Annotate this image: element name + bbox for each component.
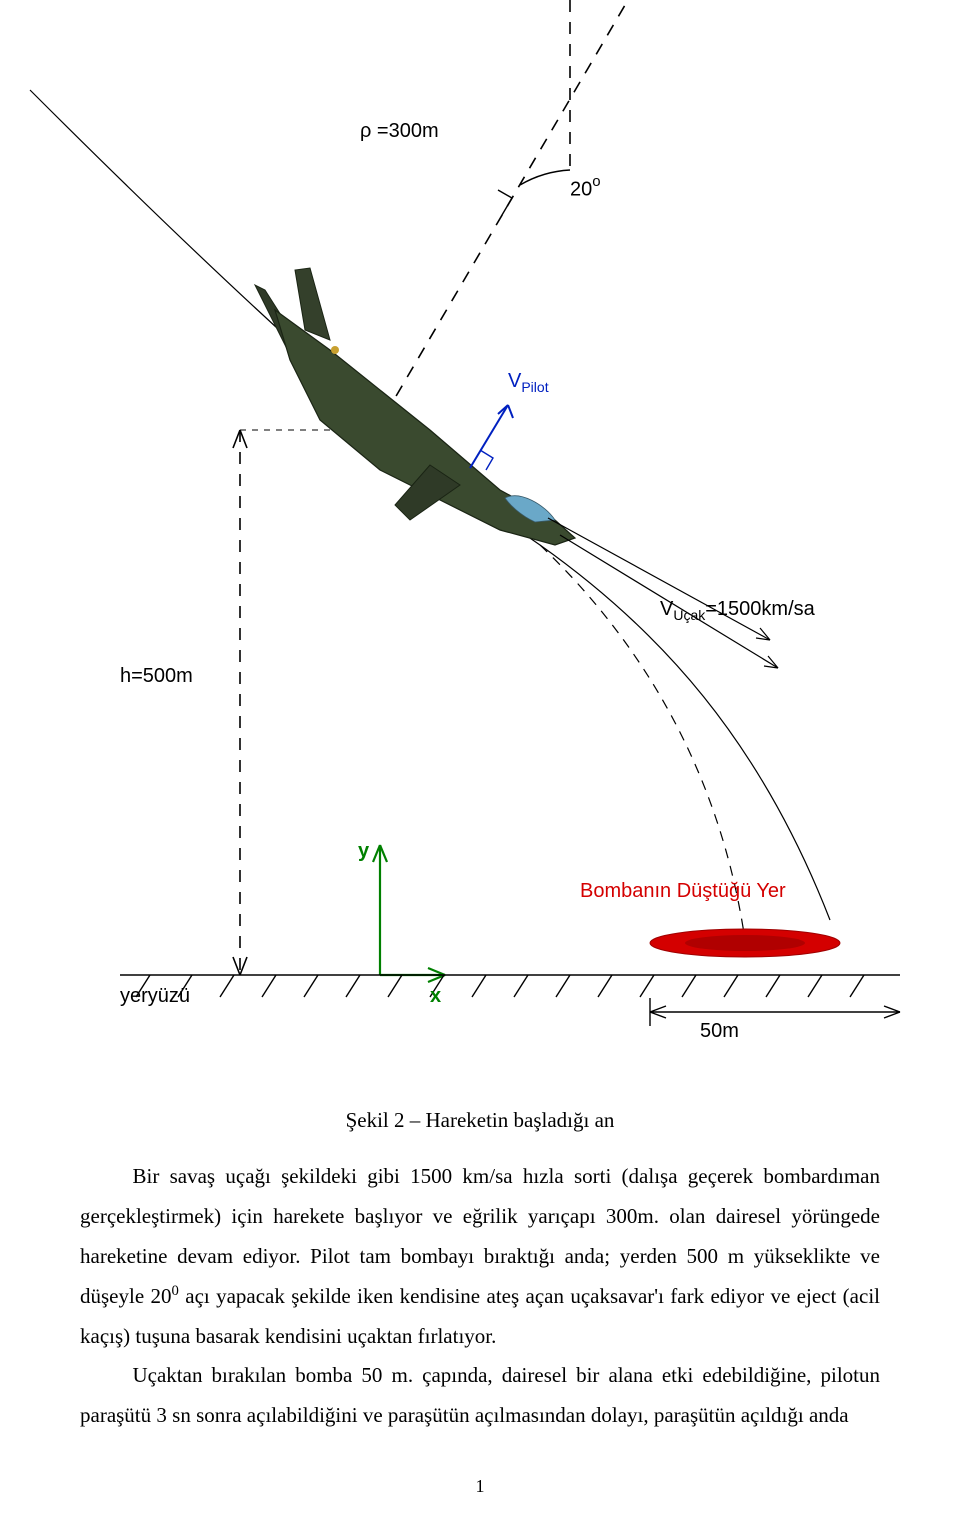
fighter-jet <box>255 268 575 545</box>
page-number: 1 <box>0 1476 960 1521</box>
figure-caption: Şekil 2 – Hareketin başladığı an <box>80 1108 880 1133</box>
p1-sup: 0 <box>172 1283 179 1299</box>
label-50m: 50m <box>700 1020 739 1043</box>
angle-arc <box>520 170 570 185</box>
plane-roundel <box>331 346 339 354</box>
paragraph-1: Bir savaş uçağı şekildeki gibi 1500 km/s… <box>80 1157 880 1356</box>
label-y-axis: y <box>358 840 369 863</box>
label-angle-value: 20 <box>570 179 592 201</box>
label-vpilot-sub: Pilot <box>521 379 548 395</box>
label-angle: 20o <box>570 175 601 202</box>
ground-hatches <box>136 975 864 997</box>
label-vpilot: VPilot <box>508 370 549 395</box>
v-pilot-perp <box>480 450 493 470</box>
label-vucak-tail: =1500km/sa <box>705 598 815 620</box>
label-vpilot-v: V <box>508 370 521 392</box>
label-vucak-sub: Uçak <box>673 607 705 623</box>
angle-tick <box>498 190 512 215</box>
label-rho: ρ =300m <box>360 120 439 143</box>
label-x-axis: x <box>430 985 441 1008</box>
impact-inner <box>685 935 805 951</box>
v-ucak-head-2 <box>764 656 778 668</box>
label-vucak: VUçak=1500km/sa <box>660 598 815 623</box>
v-pilot-arrow <box>470 405 508 468</box>
p1-tail: açı yapacak şekilde iken kendisine ateş … <box>80 1284 880 1348</box>
physics-diagram: ρ =300m 20o VPilot h=500m VUçak=1500km/s… <box>0 0 960 1100</box>
paragraph-2: Uçaktan bırakılan bomba 50 m. çapında, d… <box>80 1356 880 1436</box>
label-vucak-v: V <box>660 598 673 620</box>
diagram-svg <box>0 0 960 1100</box>
label-ground: yeryüzü <box>120 985 190 1008</box>
label-impact: Bombanın Düştüğü Yer <box>580 880 786 903</box>
problem-text: Bir savaş uçağı şekildeki gibi 1500 km/s… <box>80 1157 880 1436</box>
label-angle-sup: o <box>592 173 600 190</box>
label-h: h=500m <box>120 665 193 688</box>
